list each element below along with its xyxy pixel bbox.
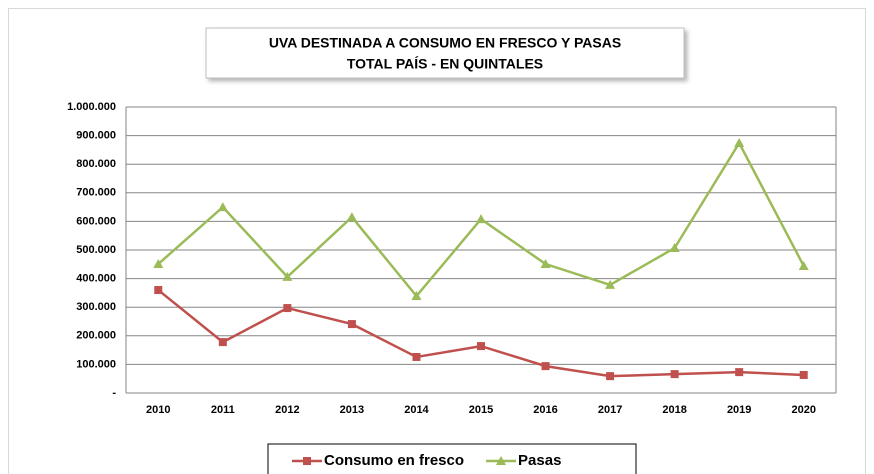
legend-marker (496, 456, 507, 465)
point (669, 242, 680, 252)
point (799, 370, 808, 379)
title-box (205, 27, 685, 79)
point (670, 370, 679, 379)
x-tick-label: 2014 (404, 404, 429, 416)
y-tick-label: 800.000 (76, 158, 116, 170)
y-tick-label: 100.000 (76, 358, 116, 370)
point (217, 202, 228, 212)
chart-title: UVA DESTINADA A CONSUMO EN FRESCO Y PASA… (269, 35, 621, 51)
point (346, 212, 357, 222)
y-tick-label: 600.000 (76, 215, 116, 227)
legend-box (267, 443, 637, 474)
point (347, 320, 356, 329)
point (283, 304, 292, 313)
y-tick-label: 900.000 (76, 130, 116, 142)
x-tick-label: 2018 (662, 404, 686, 416)
x-tick-label: 2010 (146, 404, 170, 416)
chart-frame (8, 8, 866, 474)
y-tick-label: 1.000.000 (67, 101, 116, 113)
x-tick-label: 2013 (340, 404, 364, 416)
point (412, 352, 421, 361)
x-tick-label: 2019 (727, 404, 751, 416)
x-tick-label: 2011 (211, 404, 235, 416)
legend-marker (303, 457, 311, 465)
point (605, 279, 616, 289)
x-tick-label: 2017 (598, 404, 622, 416)
point (476, 214, 486, 224)
y-tick-label: 500.000 (76, 244, 116, 256)
legend-label: Consumo en fresco (324, 452, 464, 469)
y-tick-label: 700.000 (76, 187, 116, 199)
chart-subtitle: TOTAL PAÍS - EN QUINTALES (347, 56, 543, 72)
point (411, 291, 422, 301)
legend-label: Pasas (518, 452, 561, 469)
point (540, 259, 551, 269)
y-tick-label: 300.000 (76, 301, 116, 313)
point (798, 261, 809, 271)
point (282, 271, 293, 281)
x-tick-label: 2015 (469, 404, 493, 416)
y-tick-label: 400.000 (76, 273, 116, 285)
point (541, 362, 550, 371)
point (606, 372, 615, 381)
x-tick-label: 2012 (275, 404, 299, 416)
point (153, 259, 164, 269)
x-tick-label: 2016 (533, 404, 557, 416)
point (734, 138, 745, 148)
point (477, 342, 485, 351)
point (735, 368, 744, 377)
point (154, 286, 163, 295)
y-tick-label: - (112, 387, 116, 399)
y-tick-label: 200.000 (76, 330, 116, 342)
x-tick-label: 2020 (791, 404, 815, 416)
point (218, 338, 227, 347)
